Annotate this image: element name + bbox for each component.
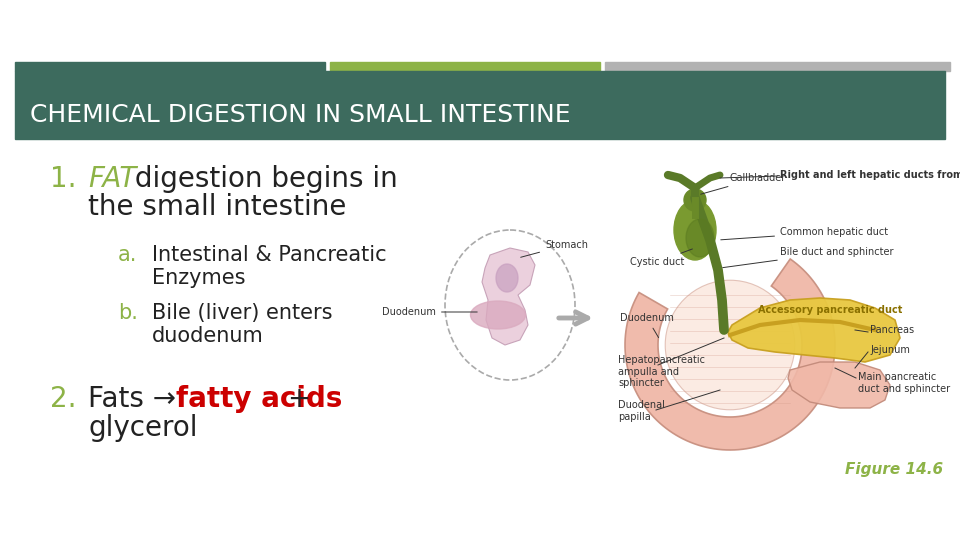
Text: Main pancreatic
duct and sphincter: Main pancreatic duct and sphincter <box>858 372 950 394</box>
Text: Accessory pancreatic duct: Accessory pancreatic duct <box>758 305 902 315</box>
Text: 2.: 2. <box>50 385 77 413</box>
Text: Figure 14.6: Figure 14.6 <box>845 462 943 477</box>
Text: Duodenal
papilla: Duodenal papilla <box>618 400 665 422</box>
Ellipse shape <box>665 280 795 410</box>
Ellipse shape <box>686 219 714 257</box>
Text: digestion begins in: digestion begins in <box>126 165 397 193</box>
Text: Fats →: Fats → <box>88 385 185 413</box>
Ellipse shape <box>684 189 706 211</box>
Text: glycerol: glycerol <box>88 414 198 442</box>
Text: Bile (liver) enters
duodenum: Bile (liver) enters duodenum <box>152 303 332 346</box>
Text: Hepatopancreatic
ampulla and
sphincter: Hepatopancreatic ampulla and sphincter <box>618 355 705 388</box>
Polygon shape <box>728 298 900 362</box>
Text: +: + <box>279 385 311 413</box>
Bar <box>15 62 325 71</box>
Text: Gallbladder: Gallbladder <box>701 173 786 194</box>
Ellipse shape <box>496 264 518 292</box>
Polygon shape <box>625 259 835 450</box>
Text: Intestinal & Pancreatic
Enzymes: Intestinal & Pancreatic Enzymes <box>152 245 387 288</box>
Text: fatty acids: fatty acids <box>176 385 343 413</box>
Text: Duodenum: Duodenum <box>382 307 477 317</box>
Ellipse shape <box>470 301 525 329</box>
Text: Pancreas: Pancreas <box>870 325 914 335</box>
Polygon shape <box>482 248 535 345</box>
Text: a.: a. <box>118 245 137 265</box>
Text: Duodenum: Duodenum <box>620 313 674 338</box>
Bar <box>605 62 950 71</box>
Ellipse shape <box>674 200 716 260</box>
Text: Cystic duct: Cystic duct <box>630 249 692 267</box>
Bar <box>15 71 945 139</box>
Text: Jejunum: Jejunum <box>870 345 910 355</box>
Text: Common hepatic duct: Common hepatic duct <box>721 227 888 240</box>
Bar <box>330 62 600 71</box>
Text: 1.: 1. <box>50 165 77 193</box>
Text: FAT: FAT <box>88 165 136 193</box>
Polygon shape <box>788 362 890 408</box>
Text: Right and left hepatic ducts from liver: Right and left hepatic ducts from liver <box>780 170 960 180</box>
Text: the small intestine: the small intestine <box>88 193 347 221</box>
Text: Stomach: Stomach <box>520 240 588 257</box>
Text: Bile duct and sphincter: Bile duct and sphincter <box>723 247 894 268</box>
Text: b.: b. <box>118 303 138 323</box>
Text: CHEMICAL DIGESTION IN SMALL INTESTINE: CHEMICAL DIGESTION IN SMALL INTESTINE <box>30 103 570 127</box>
